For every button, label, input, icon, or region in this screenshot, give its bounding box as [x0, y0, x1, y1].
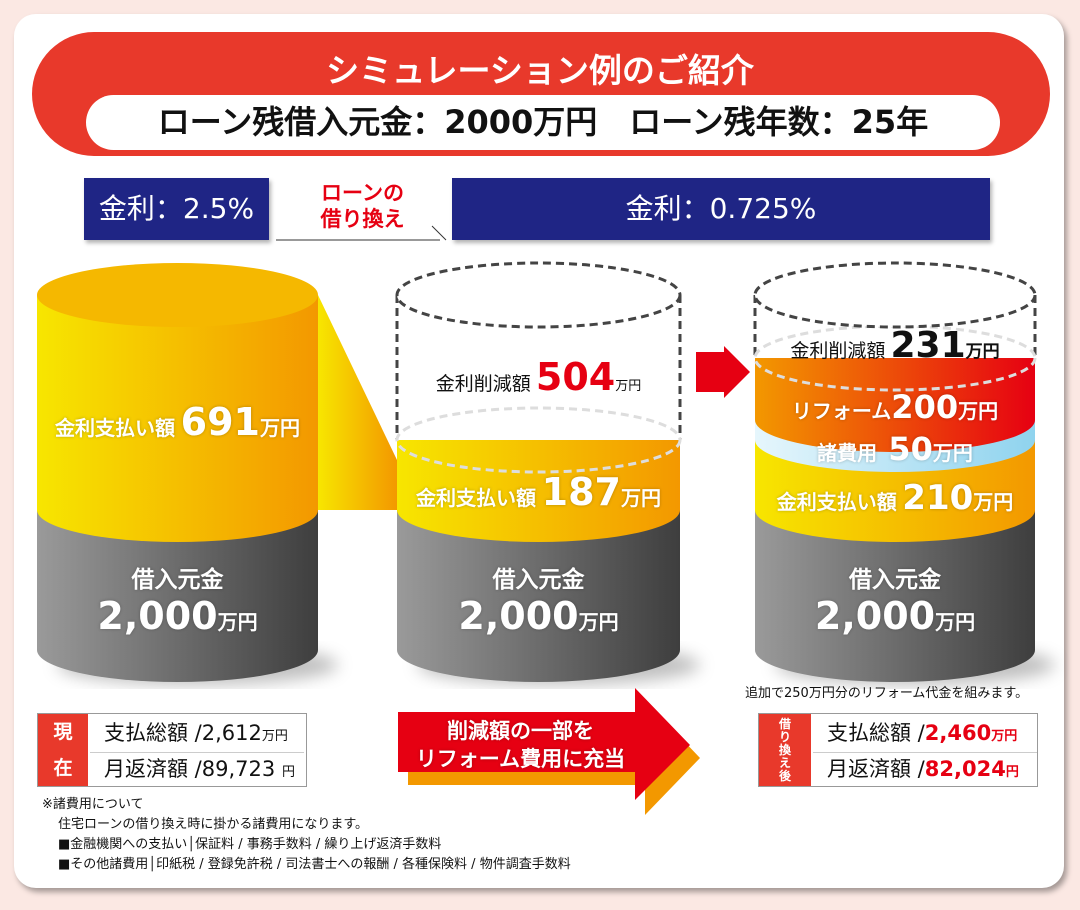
unit: 万円 [932, 441, 973, 465]
dashed-inner-ellipse [395, 406, 682, 474]
line2: リフォーム費用に充当 [415, 747, 626, 771]
unit: 万円 [615, 379, 642, 394]
unit: 万円 [973, 490, 1014, 514]
refinance-line2: 借り換え [320, 207, 405, 231]
label: 金利支払い額 [416, 486, 537, 510]
current-total: 支払総額 /2,612万円 [90, 714, 304, 753]
value: 2,000 [97, 594, 218, 638]
cyl2-principal: 借入元金 2,000万円 [397, 560, 680, 638]
cylinder-top [37, 263, 318, 327]
label: 金利削減額 [790, 340, 886, 362]
connector-wedge [318, 295, 397, 510]
cyl3-fees: 諸費用 50万円 [755, 430, 1035, 468]
fees-notes: ※諸費用について 住宅ローンの借り換え時に掛かる諸費用になります。 ■金融機関へ… [42, 795, 571, 875]
cyl1-interest: 金利支払い額 691万円 [37, 400, 318, 444]
label: 借入元金 [849, 567, 941, 593]
value: 2,612 [201, 721, 262, 745]
value: 691 [180, 400, 260, 444]
label: 金利支払い額 [776, 490, 897, 514]
rate-after: 金利：0.725% [452, 178, 990, 240]
cyl2-interest: 金利支払い額 187万円 [397, 470, 680, 514]
value: 82,024 [924, 757, 1006, 781]
dashed-top [395, 261, 682, 329]
unit: 万円 [991, 729, 1018, 744]
label: 借入元金 [492, 567, 585, 593]
cyl3-reform: リフォーム200万円 [755, 388, 1035, 426]
value: 231 [890, 325, 966, 366]
label: 月返済額 [104, 757, 188, 781]
principal-segment [37, 510, 318, 682]
cyl3-principal: 借入元金 2,000万円 [755, 560, 1035, 638]
cyl3-saving: 金利削減額 231万円 [755, 325, 1035, 366]
principal-segment [397, 510, 680, 682]
cyl3-interest: 金利支払い額 210万円 [755, 478, 1035, 518]
note-line: ■その他諸費用│印紙税 / 登録免許税 / 司法書士への報酬 / 各種保険料 /… [58, 857, 571, 872]
current-summary: 現在 支払総額 /2,612万円 月返済額 /89,723 円 [37, 713, 307, 787]
label: 支払総額 [104, 721, 188, 745]
after-tag: 借り換え後 [759, 714, 811, 786]
tag-text: 現在 [53, 721, 73, 779]
unit: 万円 [958, 399, 999, 423]
note-line: 住宅ローンの借り換え時に掛かる諸費用になります。 [58, 817, 369, 832]
connector-tick [431, 225, 447, 241]
note-heading: ※諸費用について [42, 797, 144, 812]
label: 月返済額 [827, 757, 911, 781]
unit: 万円 [259, 416, 300, 440]
label: 諸費用 [817, 441, 878, 465]
label: 支払総額 [827, 721, 911, 745]
label: 借入元金 [131, 567, 224, 593]
reform-segment [755, 358, 1035, 452]
right-arrow-icon [696, 346, 750, 398]
cyl1-principal: 借入元金 2,000万円 [37, 560, 318, 638]
rate-before: 金利：2.5% [84, 178, 269, 240]
dashed-top [753, 261, 1037, 329]
tag-text: 借り換え後 [778, 717, 791, 783]
dashed-outline [753, 295, 1037, 358]
refinance-label: ローンの 借り換え [300, 180, 425, 232]
dashed-outline [395, 295, 682, 440]
value: 504 [535, 355, 616, 399]
value: 200 [891, 388, 959, 426]
loan-conditions: ローン残借入元金：2000万円 ローン残年数：25年 [86, 95, 1000, 150]
line1: 削減額の一部を [447, 719, 594, 743]
label: 金利支払い額 [55, 416, 176, 440]
after-monthly: 月返済額 /82,024円 [827, 757, 1019, 781]
value: 89,723 [201, 757, 276, 781]
after-summary: 借り換え後 支払総額 /2,460万円 月返済額 /82,024円 [758, 713, 1038, 787]
unit: 万円 [620, 486, 661, 510]
cyl2-saving: 金利削減額 504万円 [397, 355, 680, 399]
interest-segment [37, 295, 318, 542]
unit: 円 [1005, 765, 1019, 780]
refinance-line1: ローンの [321, 181, 404, 205]
value: 210 [902, 478, 974, 518]
current-monthly: 月返済額 /89,723 円 [104, 757, 295, 781]
arrow-text: 削減額の一部をリフォーム費用に充当 [398, 717, 643, 773]
label: 金利削減額 [435, 373, 531, 395]
value: 50 [888, 430, 933, 468]
note-line: ■金融機関への支払い│保証料 / 事務手数料 / 繰り上げ返済手数料 [58, 837, 442, 852]
unit: 万円 [578, 610, 619, 634]
page-title: シミュレーション例のご紹介 [326, 51, 754, 90]
label: リフォーム [791, 399, 892, 423]
unit: 円 [281, 765, 295, 780]
value: 2,000 [458, 594, 579, 638]
after-note: 追加で250万円分のリフォーム代金を組みます。 [745, 686, 1029, 701]
value: 2,460 [924, 721, 992, 745]
after-total: 支払総額 /2,460万円 [813, 714, 1037, 753]
unit: 万円 [965, 342, 1000, 362]
arrow-shape [398, 688, 700, 815]
value: 2,000 [814, 594, 936, 638]
value: 187 [541, 470, 621, 514]
unit: 万円 [217, 610, 258, 634]
principal-segment [755, 510, 1035, 682]
interest-segment [397, 440, 680, 542]
current-tag: 現在 [38, 714, 88, 786]
unit: 万円 [261, 729, 288, 744]
unit: 万円 [935, 610, 976, 634]
